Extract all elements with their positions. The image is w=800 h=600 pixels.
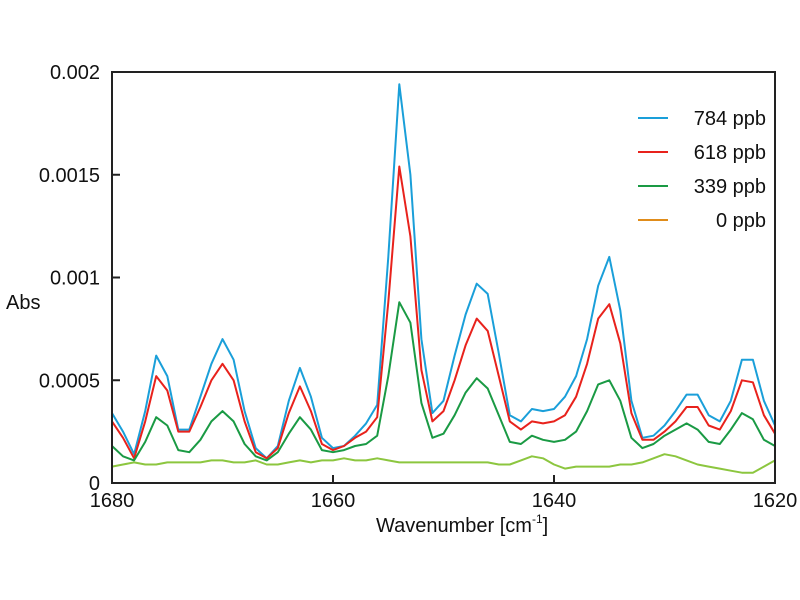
series-line-1 [111, 165, 776, 460]
x-axis-title: Wavenumber [cm-1] [376, 512, 548, 537]
x-tick-label: 1620 [753, 490, 798, 512]
legend-label-0: 784 ppb [694, 108, 766, 130]
y-tick-label: 0 [89, 473, 100, 495]
series-line-2 [111, 301, 776, 462]
x-tick-label: 1660 [311, 490, 356, 512]
series-line-0 [111, 83, 776, 460]
y-axis: 0 0.0005 0.001 0.0015 0.002 [39, 62, 120, 495]
y-tick-label: 0.0005 [39, 370, 100, 392]
x-axis-title-tail: ] [543, 515, 549, 537]
legend-label-2: 339 ppb [694, 176, 766, 198]
series-layer [111, 83, 776, 474]
series-line-3 [111, 453, 776, 474]
x-axis: 1680 1660 1640 1620 [90, 475, 798, 512]
y-axis-title: Abs [6, 292, 40, 314]
x-tick-label: 1640 [532, 490, 577, 512]
x-axis-title-superscript: -1 [532, 512, 543, 526]
legend: 784 ppb 618 ppb 339 ppb 0 ppb [638, 108, 766, 232]
y-tick-label: 0.0015 [39, 165, 100, 187]
x-tick-label: 1680 [90, 490, 135, 512]
y-tick-label: 0.001 [50, 268, 100, 290]
y-tick-label: 0.002 [50, 62, 100, 84]
legend-label-1: 618 ppb [694, 142, 766, 164]
x-axis-title-main: Wavenumber [cm [376, 515, 532, 537]
legend-label-3: 0 ppb [716, 210, 766, 232]
